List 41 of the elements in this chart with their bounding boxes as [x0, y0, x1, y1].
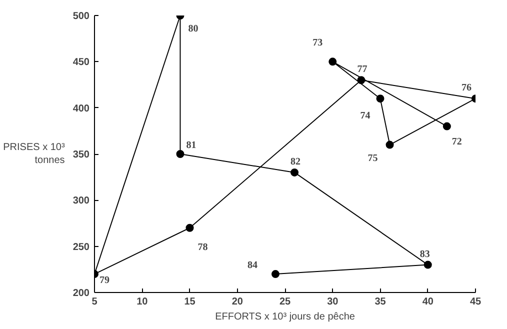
annotation: 75 [368, 152, 378, 164]
x-tick-label: 10 [136, 296, 148, 308]
annotation: 74 [360, 110, 370, 122]
y-tick-label: 400 [72, 103, 90, 114]
point [290, 168, 299, 176]
y-tick-label: 500 [72, 11, 90, 22]
annotation: 81 [186, 140, 196, 151]
annotation: 72 [452, 136, 462, 148]
point [186, 224, 194, 232]
point [328, 58, 337, 66]
x-tick-label: 40 [422, 296, 434, 308]
point [357, 76, 366, 84]
point [176, 150, 184, 158]
y-tick-label: 350 [72, 150, 90, 160]
point [424, 260, 432, 269]
y-tick-label: 450 [72, 57, 90, 68]
annotation: 82 [290, 156, 301, 168]
y-axis-title: PRISES x 10³ tonnes [3, 142, 66, 166]
x-tick-label: 30 [327, 296, 339, 308]
point [376, 94, 384, 103]
x-tick-label: 20 [232, 296, 244, 308]
x-tick-label: 5 [92, 296, 98, 308]
point [271, 270, 280, 278]
annotation: 80 [188, 24, 198, 34]
point [386, 140, 394, 149]
x-tick-label: 15 [184, 296, 196, 308]
y-tick-label: 250 [72, 242, 90, 253]
annotation: 76 [462, 82, 472, 94]
y-tick-label: 200 [72, 288, 90, 299]
x-axis-title: EFFORTS x 10³ jours de pêche [215, 312, 356, 322]
x-tick-label: 35 [374, 296, 386, 308]
x-tick-label: 25 [279, 296, 291, 308]
point [442, 122, 451, 130]
annotation: 83 [420, 248, 430, 260]
annotation: 78 [198, 242, 208, 253]
y-tick-label: 300 [72, 196, 90, 207]
annotation: 73 [312, 38, 323, 49]
annotation: 84 [247, 260, 258, 272]
annotation: 77 [357, 64, 368, 76]
annotation: 79 [100, 275, 110, 286]
x-tick-label: 45 [470, 296, 482, 308]
